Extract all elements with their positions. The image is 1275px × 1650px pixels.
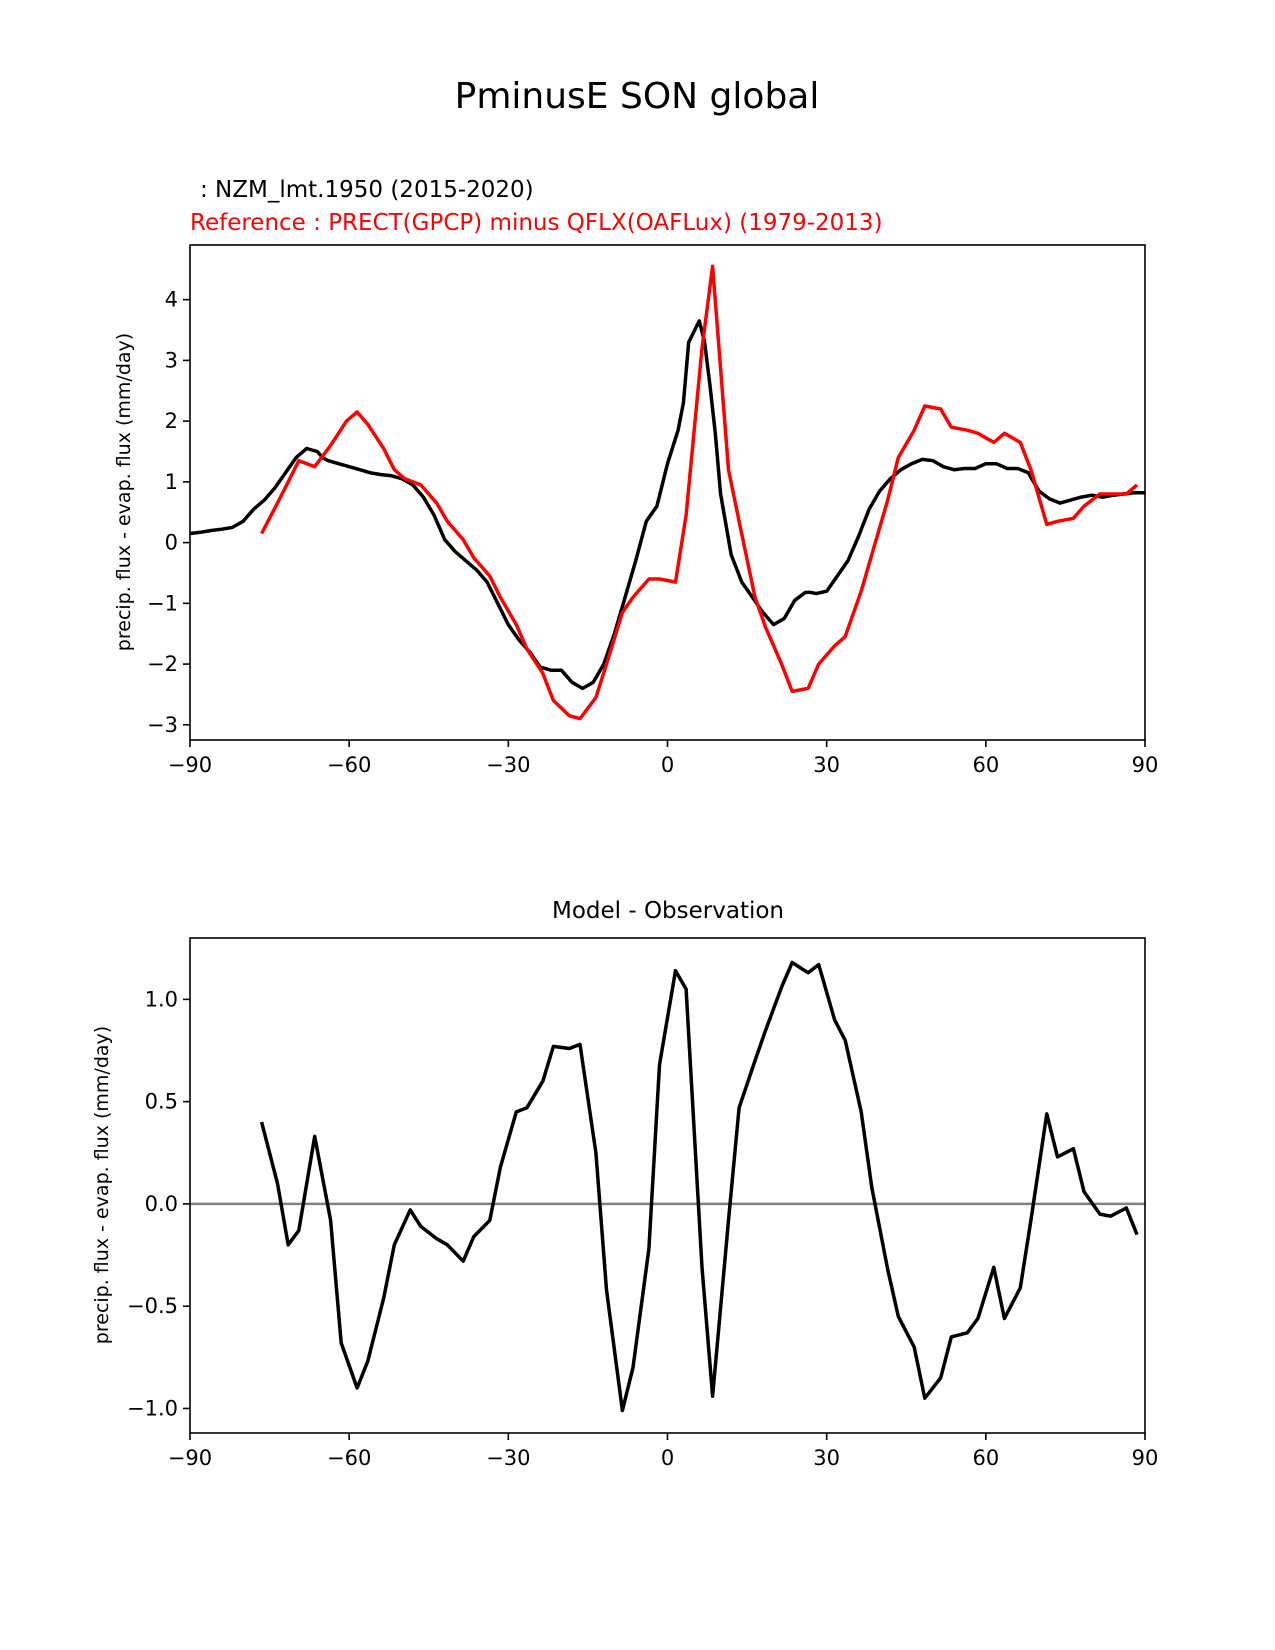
top-y-tick-label: −1 [147, 591, 178, 615]
bottom-x-tick-label: 60 [972, 1446, 999, 1470]
top-y-tick-label: 2 [165, 409, 178, 433]
top-chart-panel: −90 −60 −30 0 30 60 90 −3 −2 −1 0 1 2 3 4 [147, 244, 1159, 777]
top-y-tick-label: 4 [165, 288, 178, 312]
bottom-series-line [259, 960, 1139, 1413]
bottom-x-tick-label: 0 [661, 1446, 674, 1470]
top-y-tick-label: −2 [147, 652, 178, 676]
top-x-tick-label: −90 [168, 753, 212, 777]
top-x-tick-label: −30 [486, 753, 530, 777]
model-label: : NZM_lmt.1950 (2015-2020) [200, 177, 534, 203]
bottom-y-tick-label: 0.0 [145, 1192, 178, 1216]
bottom-y-tick-label: 1.0 [145, 987, 178, 1011]
top-x-tick-label: 90 [1132, 753, 1159, 777]
bottom-y-axis-label: precip. flux - evap. flux (mm/day) [91, 1026, 113, 1344]
bottom-y-tick-label: −1.0 [127, 1396, 178, 1420]
bottom-x-tick-label: −90 [168, 1446, 212, 1470]
top-x-tick-label: 0 [661, 753, 674, 777]
bottom-x-tick-label: 90 [1132, 1446, 1159, 1470]
figure-title: PminusE SON global [455, 76, 820, 117]
top-y-axis-label: precip. flux - evap. flux (mm/day) [113, 333, 135, 651]
bottom-x-tick-label: −60 [327, 1446, 371, 1470]
top-y-tick-label: 1 [165, 470, 178, 494]
bottom-y-tick-label: −0.5 [127, 1294, 178, 1318]
bottom-chart-title: Model - Observation [552, 898, 784, 924]
top-series-line-1 [260, 264, 1139, 721]
bottom-y-tick-label: 0.5 [145, 1090, 178, 1114]
top-y-tick-label: −3 [147, 713, 178, 737]
top-y-tick-label: 0 [165, 531, 178, 555]
top-series-line [189, 319, 1145, 691]
reference-label: Reference : PRECT(GPCP) minus QFLX(OAFLu… [190, 210, 883, 236]
bottom-x-tick-label: −30 [486, 1446, 530, 1470]
top-x-tick-label: −60 [327, 753, 371, 777]
bottom-chart-panel: −90 −60 −30 0 30 60 90 −1.0 −0.5 0.0 0.5 1.0 [127, 937, 1159, 1470]
top-x-tick-label: 30 [813, 753, 840, 777]
top-y-tick-label: 3 [165, 348, 178, 372]
top-x-tick-label: 60 [972, 753, 999, 777]
bottom-x-tick-label: 30 [813, 1446, 840, 1470]
